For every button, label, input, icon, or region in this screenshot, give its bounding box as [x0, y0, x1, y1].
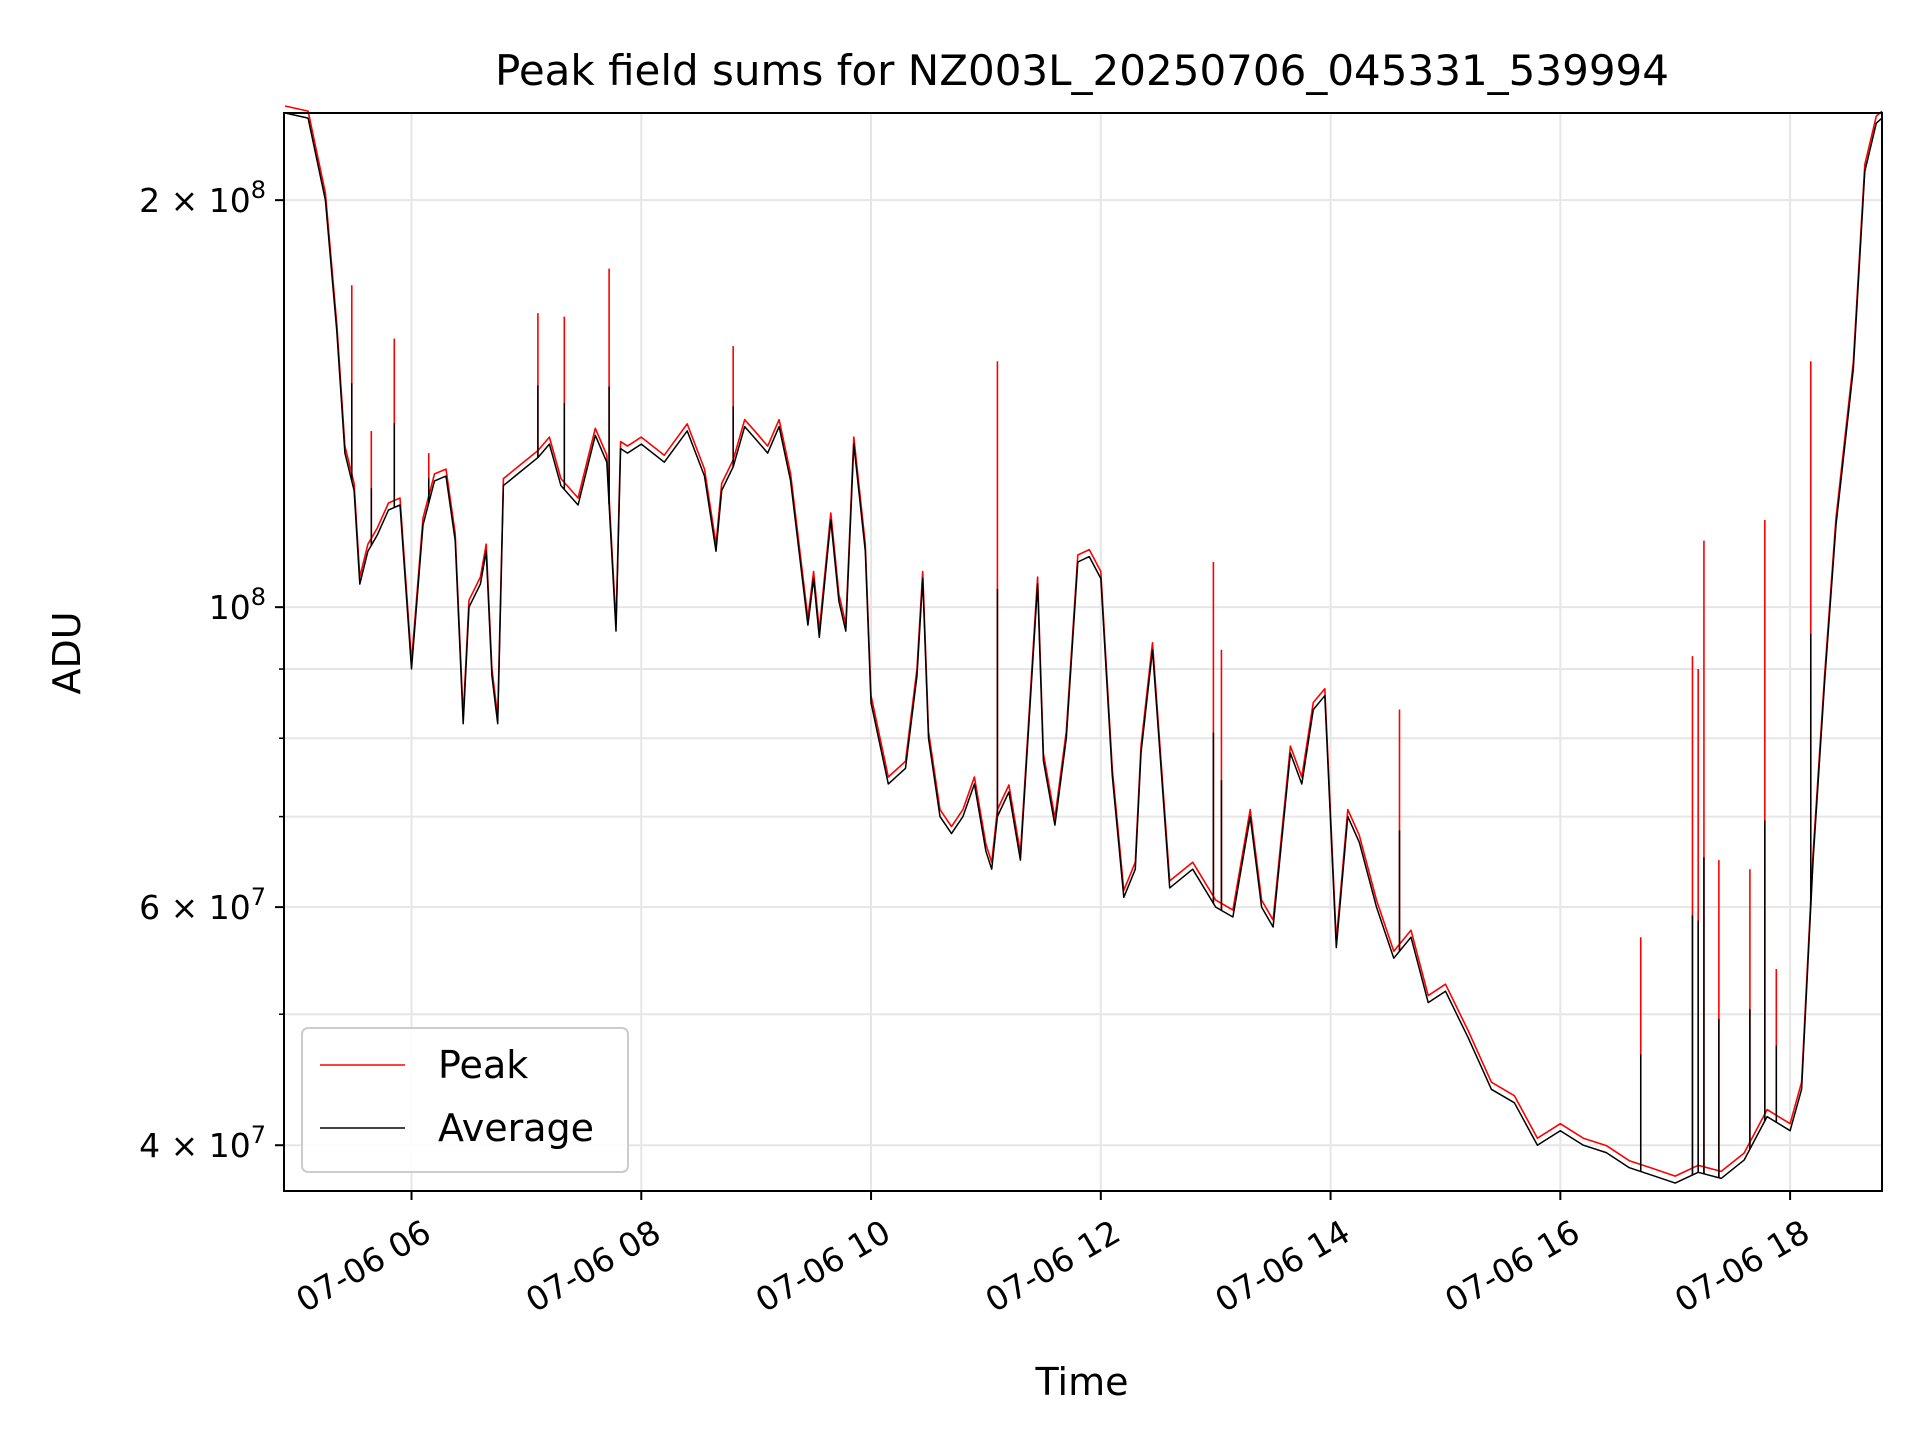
- plot-frame: [283, 112, 1883, 1192]
- y-tick-label: 6 × 107: [139, 883, 266, 927]
- legend-label-average: Average: [438, 1106, 594, 1150]
- x-axis-label: Time: [1035, 1360, 1129, 1404]
- y-tick-label: 2 × 108: [139, 176, 266, 220]
- legend-box: [301, 1027, 629, 1173]
- y-tick-label: 108: [209, 583, 266, 627]
- grid: [284, 113, 1882, 1191]
- y-tick-label: 4 × 107: [139, 1121, 266, 1165]
- series-average-line: [284, 112, 1883, 1184]
- y-axis-label: ADU: [45, 611, 89, 694]
- legend: Peak Average: [301, 1027, 629, 1173]
- series-peak-line: [284, 105, 1883, 1177]
- plot-lines: [284, 105, 1883, 1184]
- chart-title: Peak field sums for NZ003L_20250706_0453…: [495, 46, 1669, 95]
- legend-label-peak: Peak: [438, 1043, 528, 1087]
